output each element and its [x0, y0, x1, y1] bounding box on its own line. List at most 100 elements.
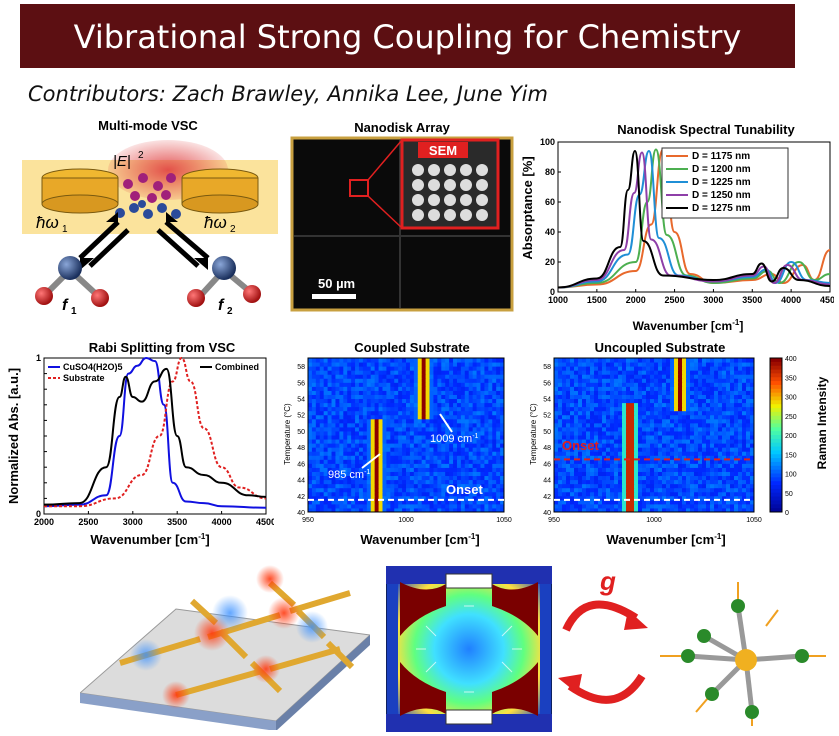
colorbar-tick: 200 — [785, 433, 797, 440]
multimode-vsc-panel: Multi-mode VSC — [8, 118, 288, 318]
y-tick-label: 48 — [297, 445, 305, 452]
colorbar-cell — [770, 381, 782, 386]
x-tick-label: 3000 — [123, 517, 143, 527]
y-tick-label: 50 — [543, 429, 551, 436]
legend-entry: D = 1225 nm — [692, 177, 751, 188]
colorbar-cell — [770, 508, 782, 513]
uncoupled-onset-label: Onset — [562, 438, 600, 453]
coupled-heatmap: Coupled Substrate Temperature (°C) Waven… — [283, 340, 512, 547]
x-tick-label: 4500 — [256, 517, 274, 527]
colorbar-cell — [770, 396, 782, 401]
sem-disk — [428, 194, 440, 206]
colorbar-cell — [770, 473, 782, 478]
molecule-center-1 — [58, 256, 82, 280]
multimode-diagram: |E| 2 ħω 1 ħω 2 f 1 f 2 — [22, 140, 278, 317]
legend-entry: D = 1200 nm — [692, 164, 751, 175]
y-tick-label: 0 — [36, 509, 41, 519]
x-tick-label: 4000 — [781, 295, 801, 305]
colorbar-cell — [770, 423, 782, 428]
x-tick-label: 950 — [302, 517, 314, 524]
y-tick-label: 52 — [543, 413, 551, 420]
svg-text:2: 2 — [230, 224, 236, 235]
x-tick-label: 2500 — [78, 517, 98, 527]
y-tick-label: 56 — [297, 380, 305, 387]
multimode-title: Multi-mode VSC — [98, 118, 198, 133]
sem-disk — [444, 209, 456, 221]
colorbar-cell — [770, 469, 782, 474]
field-label: |E| — [113, 153, 131, 170]
x-tick-label: 3000 — [703, 295, 723, 305]
f1-label: f — [62, 297, 69, 314]
sem-disk — [428, 209, 440, 221]
y-tick-label: 56 — [543, 380, 551, 387]
sem-disk — [444, 164, 456, 176]
colorbar-tick: 300 — [785, 395, 797, 402]
spectral-tunability-chart: Nanodisk Spectral Tunability Absorptance… — [520, 122, 839, 333]
arrow-top — [562, 600, 639, 632]
y-tick-label: 52 — [297, 413, 305, 420]
legend-entry: CuSO4(H2O)5 — [63, 362, 123, 372]
colorbar-tick: 350 — [785, 375, 797, 382]
svg-text:2: 2 — [227, 306, 233, 317]
y-tick-label: 58 — [297, 364, 305, 371]
y-tick-label: 60 — [545, 197, 555, 207]
legend-entry: Substrate — [63, 373, 105, 383]
colorbar-cell — [770, 365, 782, 371]
colorbar-cell — [770, 438, 782, 444]
legend-entry: Combined — [215, 362, 259, 372]
rabi-xlabel: Wavenumber [cm-1] — [90, 532, 209, 547]
spec-ylabel: Absorptance [%] — [520, 156, 535, 259]
x-tick-label: 950 — [548, 517, 560, 524]
colorbar-cell — [770, 485, 782, 490]
colorbar-cell — [770, 404, 782, 409]
coupled-onset-label: Onset — [446, 482, 484, 497]
colorbar-cell — [770, 435, 782, 440]
colorbar-cell — [770, 504, 782, 509]
sem-disk — [444, 179, 456, 191]
y-tick-label: 48 — [543, 445, 551, 452]
colorbar-cell — [770, 488, 782, 494]
nanodisk-title: Nanodisk Array — [354, 120, 450, 135]
f2-label: f — [218, 297, 225, 314]
y-tick-label: 40 — [543, 510, 551, 517]
colorbar-tick: 50 — [785, 491, 793, 498]
colorbar-cell — [770, 369, 782, 374]
y-tick-label: 46 — [543, 461, 551, 468]
sem-disk — [460, 164, 472, 176]
heatmap-frame — [307, 357, 505, 513]
y-tick-label: 42 — [297, 494, 305, 501]
uncoupled-heatmap: Uncoupled Substrate Temperature (°C) Wav… — [529, 340, 829, 547]
series-line — [44, 356, 267, 508]
field-map-panel — [385, 565, 553, 733]
colorbar-cell — [770, 384, 782, 390]
colorbar-tick: 250 — [785, 414, 797, 421]
colorbar-cell — [770, 496, 782, 501]
y-tick-label: 80 — [545, 167, 555, 177]
legend-entry: D = 1175 nm — [692, 151, 750, 162]
colorbar-cell — [770, 481, 782, 486]
legend-entry: D = 1275 nm — [692, 203, 751, 214]
coupled-xlabel: Wavenumber [cm-1] — [360, 532, 479, 547]
nanodisk-array-panel: Nanodisk Array SEM 50 µm — [290, 118, 514, 314]
title-banner: Vibrational Strong Coupling for Chemistr… — [20, 4, 795, 68]
metal-center-atom — [735, 649, 757, 671]
coupled-title: Coupled Substrate — [354, 340, 470, 355]
sem-disk — [428, 179, 440, 191]
colorbar-cell — [770, 442, 782, 448]
x-tick-label: 2000 — [626, 295, 646, 305]
scale-label: 50 µm — [318, 276, 355, 291]
spectral-tunability-panel: Nanodisk Spectral Tunability Absorptance… — [518, 118, 839, 334]
sem-disk — [476, 179, 488, 191]
sem-disk — [412, 179, 424, 191]
colorbar-cell — [770, 461, 782, 467]
colorbar-cell — [770, 388, 782, 394]
svg-text:1: 1 — [71, 306, 77, 317]
antenna-grid-diagram — [78, 565, 372, 731]
colorbar-cell — [770, 392, 782, 397]
y-tick-label: 44 — [543, 478, 551, 485]
series-line — [43, 367, 267, 506]
y-tick-label: 54 — [297, 397, 305, 404]
colorbar-cell — [770, 400, 782, 405]
scale-bar — [312, 294, 356, 299]
rabi-chart: Rabi Splitting from VSC Normalized Abs. … — [6, 340, 276, 547]
